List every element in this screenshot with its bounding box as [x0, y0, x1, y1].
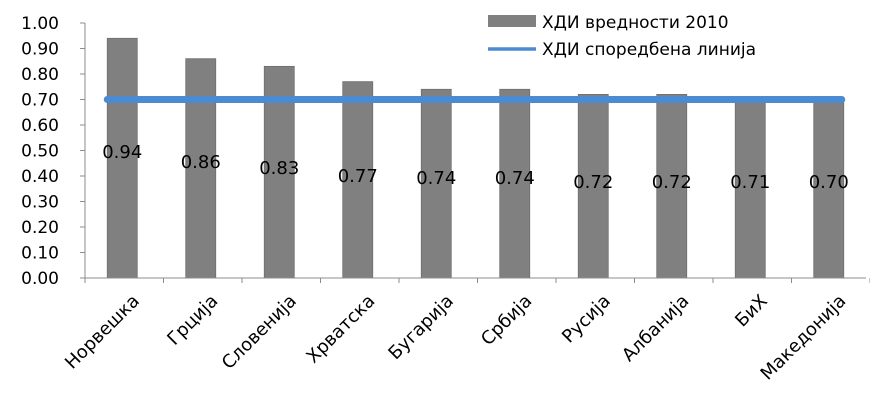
data-label: 0.74 — [495, 168, 535, 189]
y-tick-label: 0.20 — [21, 218, 59, 238]
bar — [106, 37, 138, 279]
y-tick-label: 0.10 — [21, 244, 59, 264]
bar — [656, 94, 688, 279]
legend-bar-label: ХДИ вредности 2010 — [542, 13, 729, 33]
data-label: 0.77 — [338, 166, 378, 187]
y-tick-label: 0.60 — [21, 116, 59, 136]
data-label: 0.94 — [102, 142, 142, 163]
data-label: 0.83 — [259, 158, 299, 179]
x-category-label: Грција — [163, 291, 222, 350]
x-category-label: Словенија — [218, 291, 301, 374]
x-category-label: Хрватска — [302, 291, 379, 368]
data-label: 0.72 — [573, 172, 613, 193]
y-tick-label: 0.30 — [21, 193, 59, 213]
y-tick-label: 0.80 — [21, 65, 59, 85]
y-axis-ticks: 0.00 0.10 0.20 0.30 0.40 0.50 0.60 0.70 0.80 0.90… — [21, 14, 85, 289]
data-label: 0.71 — [730, 172, 770, 193]
y-tick-label: 1.00 — [21, 14, 59, 34]
data-labels: 0.94 0.86 0.83 0.77 0.74 0.74 0.72 0.72 0.71 0.70 — [102, 142, 849, 193]
data-label: 0.86 — [181, 152, 221, 173]
legend-line-label: ХДИ споредбена линија — [542, 40, 756, 60]
y-tick-label: 0.90 — [21, 40, 59, 60]
y-tick-label: 0.40 — [21, 167, 59, 187]
x-category-label: Русија — [558, 291, 615, 348]
bar — [499, 88, 531, 279]
bar — [813, 99, 845, 279]
legend-bar-swatch — [488, 15, 536, 27]
data-label: 0.74 — [416, 168, 456, 189]
bar — [342, 81, 374, 279]
x-category-label: Србија — [477, 291, 536, 350]
x-category-label: Норвешка — [61, 291, 144, 374]
legend: ХДИ вредности 2010 ХДИ споредбена линија — [488, 13, 756, 60]
bar — [185, 58, 217, 279]
x-category-label: Албанија — [618, 291, 693, 366]
bar-series — [106, 37, 845, 279]
bar — [577, 94, 609, 279]
x-category-label: БиХ — [731, 291, 772, 332]
bar — [734, 96, 766, 279]
y-tick-label: 0.70 — [21, 91, 59, 111]
y-tick-label: 0.00 — [21, 269, 59, 289]
bar — [420, 88, 452, 279]
data-label: 0.70 — [809, 172, 849, 193]
data-label: 0.72 — [652, 172, 692, 193]
y-tick-label: 0.50 — [21, 142, 59, 162]
x-category-label: Бугарија — [384, 291, 457, 364]
